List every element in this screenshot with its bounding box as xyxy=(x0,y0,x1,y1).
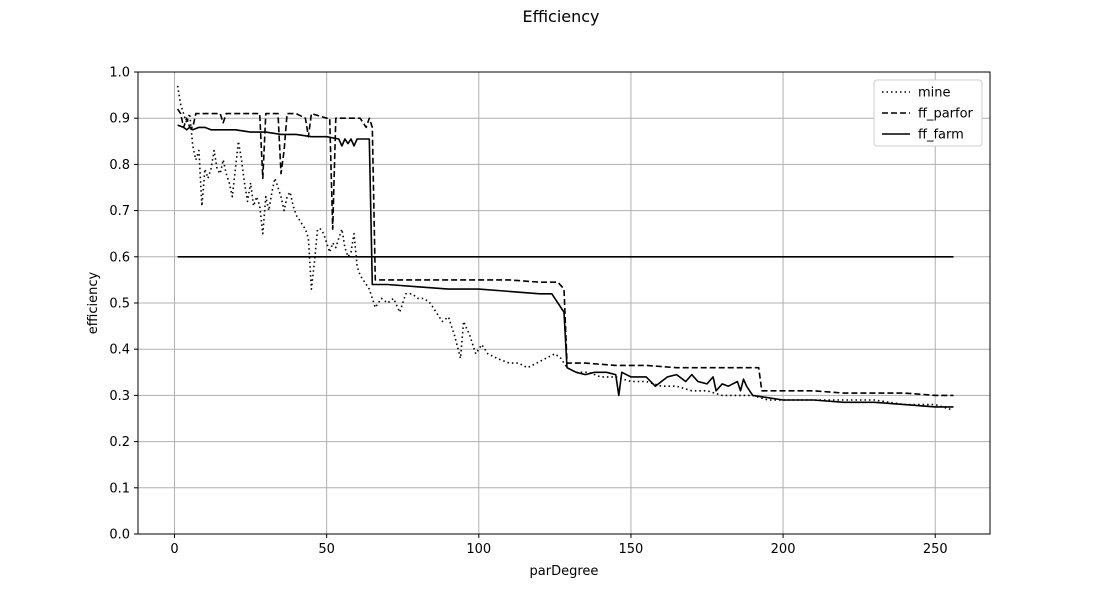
x-tick-label-5: 250 xyxy=(923,542,948,557)
y-axis-label: efficiency xyxy=(86,271,101,334)
y-tick-label-9: 0.9 xyxy=(109,112,130,127)
y-tick-label-3: 0.3 xyxy=(109,389,130,404)
x-tick-label-1: 50 xyxy=(318,542,335,557)
y-tick-label-1: 0.1 xyxy=(109,481,130,496)
y-tick-label-4: 0.4 xyxy=(109,343,130,358)
series-lines xyxy=(176,85,954,411)
y-tick-label-0: 0.0 xyxy=(109,528,130,543)
series-line-ff-parfor xyxy=(176,108,954,397)
legend-label-mine: mine xyxy=(918,86,951,101)
x-tick-label-0: 0 xyxy=(170,542,178,557)
y-tick-label-10: 1.0 xyxy=(109,66,130,81)
y-tick-label-8: 0.8 xyxy=(109,158,130,173)
legend-box xyxy=(873,79,983,147)
y-tick-label-7: 0.7 xyxy=(109,204,130,219)
y-tick-label-5: 0.5 xyxy=(109,297,130,312)
x-tick-label-3: 150 xyxy=(619,542,644,557)
y-tick-label-6: 0.6 xyxy=(109,250,130,265)
legend-label-ff-parfor: ff_parfor xyxy=(918,107,974,122)
legend-label-ff-farm: ff_farm xyxy=(918,128,964,143)
x-tick-label-2: 100 xyxy=(466,542,491,557)
chart-title: Efficiency xyxy=(522,7,599,26)
y-tick-label-2: 0.2 xyxy=(109,435,130,450)
series-line-ff-farm xyxy=(177,124,954,408)
legend: mine ff_parfor ff_farm xyxy=(873,79,983,147)
x-axis-label: parDegree xyxy=(530,564,599,579)
x-tick-label-4: 200 xyxy=(771,542,796,557)
axis-ticks: 0 50 100 150 200 250 0.0 0.1 0.2 0.3 0.4 0.5 0.6 0.7 0… xyxy=(109,66,947,558)
